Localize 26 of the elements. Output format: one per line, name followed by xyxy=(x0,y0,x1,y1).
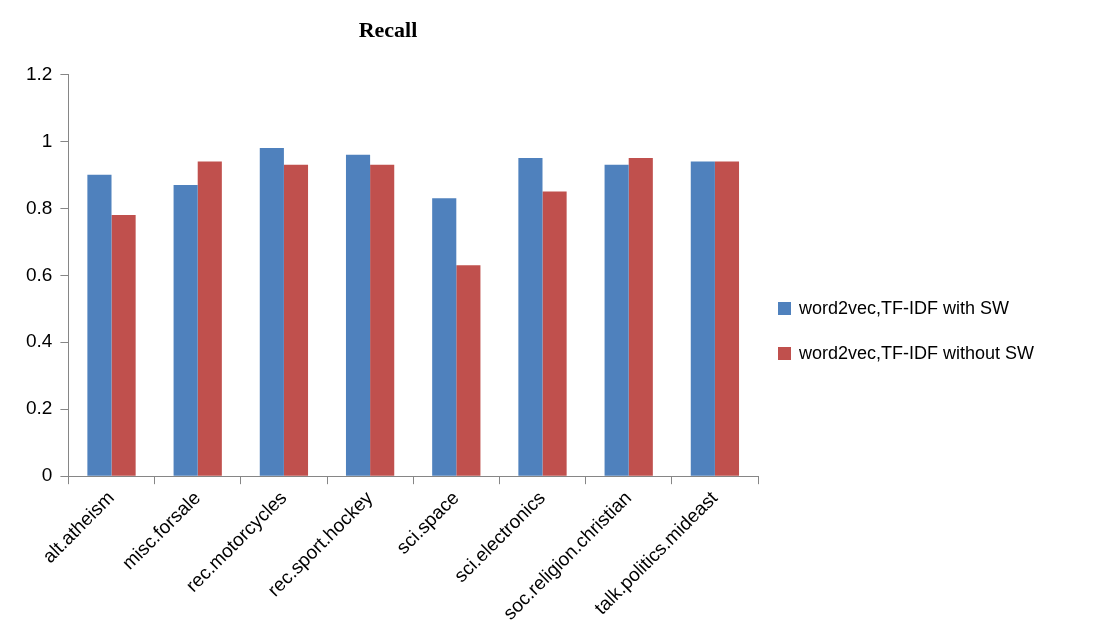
y-tick-label: 0.4 xyxy=(25,330,53,352)
bar xyxy=(283,164,309,476)
y-tick-label: 0 xyxy=(41,464,53,486)
bar xyxy=(690,161,715,476)
bar xyxy=(111,215,136,476)
bar xyxy=(714,161,740,476)
bar xyxy=(87,174,112,476)
bar xyxy=(542,191,567,476)
bar xyxy=(628,158,653,476)
bar xyxy=(518,158,543,476)
y-tick-label: 0.6 xyxy=(25,263,53,285)
bar xyxy=(432,198,457,476)
y-tick-label: 1 xyxy=(41,129,53,151)
chart-title: Recall xyxy=(358,16,418,42)
bar xyxy=(173,184,198,476)
bar xyxy=(259,148,284,476)
y-tick-label: 0.8 xyxy=(25,196,53,218)
bar xyxy=(456,265,481,476)
legend-label: word2vec,TF-IDF without SW xyxy=(799,343,1035,364)
y-tick-label: 0.2 xyxy=(25,397,53,419)
bar xyxy=(604,164,629,476)
y-tick-label: 1.2 xyxy=(25,62,53,84)
bar xyxy=(370,164,395,476)
bar xyxy=(345,154,371,476)
legend-label: word2vec,TF-IDF with SW xyxy=(799,298,1010,319)
bar xyxy=(197,161,222,476)
